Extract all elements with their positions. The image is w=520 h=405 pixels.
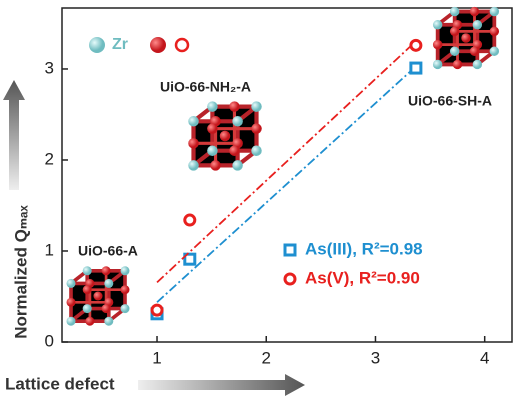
fit-line (156, 65, 417, 303)
plot-frame (61, 7, 513, 343)
marker (150, 303, 164, 317)
x-tick-label: 4 (480, 348, 489, 367)
molecule-icon (188, 101, 262, 170)
marker (183, 252, 197, 266)
marker (409, 61, 423, 75)
annotation: UiO-66-NH₂-A (160, 79, 251, 95)
y-tick-label: 0 (45, 331, 54, 350)
x-axis-label: Lattice defect (5, 374, 115, 393)
molecule-icon (431, 4, 501, 72)
x-tick-label: 3 (371, 348, 380, 367)
annotation: Zr (112, 36, 128, 53)
vacancy-icon (174, 37, 190, 53)
legend-marker (283, 272, 297, 286)
x-tick-label: 2 (262, 348, 271, 367)
o-sphere (150, 37, 166, 53)
molecule-icon (64, 264, 132, 328)
y-arrow (3, 80, 25, 190)
y-axis-label: Normalized Qₘₐₓ (11, 204, 30, 338)
legend-label: As(V), R²=0.90 (305, 268, 420, 287)
marker (409, 38, 423, 52)
y-tick-label: 2 (45, 149, 54, 168)
marker (183, 213, 197, 227)
y-tick-label: 3 (45, 58, 54, 77)
annotation: UiO-66-SH-A (408, 93, 492, 109)
x-arrow (138, 374, 305, 396)
annotation: UiO-66-A (78, 243, 138, 259)
y-tick-label: 1 (45, 240, 54, 259)
x-tick-label: 1 (152, 348, 161, 367)
legend-marker (283, 243, 297, 257)
fit-line (156, 40, 417, 284)
legend-label: As(III), R²=0.98 (305, 239, 423, 258)
zr-sphere (89, 37, 105, 53)
